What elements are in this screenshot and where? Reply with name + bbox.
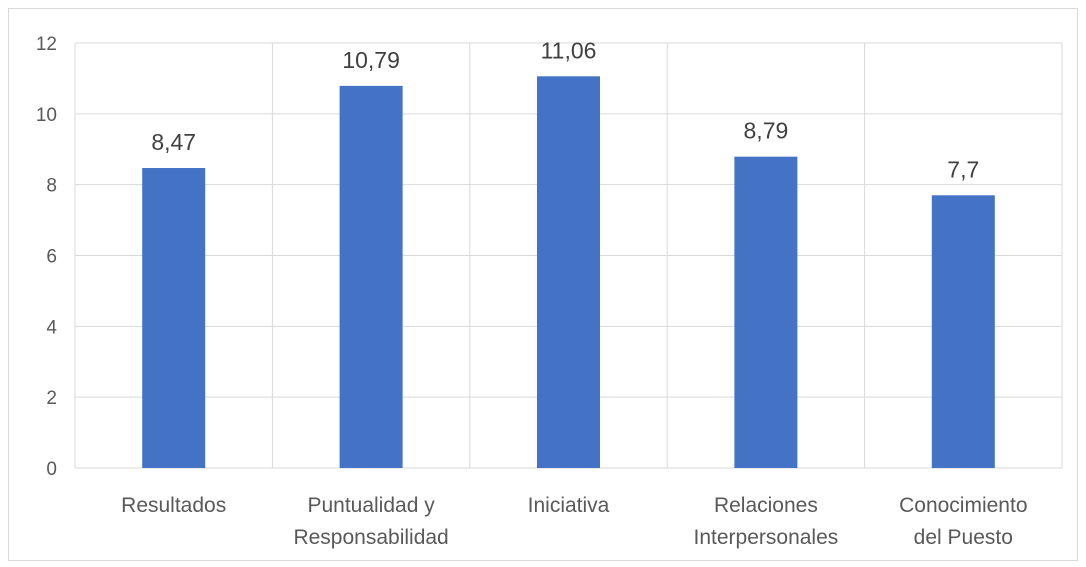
category-label: Iniciativa [528,494,610,517]
data-label: 7,7 [947,156,979,182]
data-label: 8,79 [744,118,789,144]
data-label: 11,06 [541,37,597,63]
category-label: del Puesto [914,526,1013,549]
bar [734,156,798,468]
x-axis-categories: Resultados Puntualidad y Responsabilidad In… [121,494,1027,549]
y-tick-label: 4 [46,317,57,338]
bar-chart: 0 2 4 6 8 10 12 Resultados Puntualidad y Respons… [36,34,1063,549]
bar [142,168,206,469]
y-tick-label: 6 [46,247,57,268]
data-label: 10,79 [342,47,400,73]
y-tick-label: 8 [46,176,57,197]
data-labels: 8,47 10,79 11,06 8,79 7,7 [151,37,979,182]
y-tick-label: 2 [46,388,57,409]
y-tick-label: 0 [46,459,57,480]
bar [537,76,600,469]
chart-frame: 0 2 4 6 8 10 12 Resultados Puntualidad y Respons… [8,8,1078,561]
bar [339,85,403,469]
y-axis-ticks: 0 2 4 6 8 10 12 [36,34,58,480]
category-label: Conocimiento [899,494,1027,517]
bar [931,195,995,468]
category-label: Interpersonales [694,526,839,549]
bars [142,76,995,469]
category-label: Resultados [121,494,226,517]
category-label: Relaciones [714,494,818,517]
y-tick-label: 10 [36,105,57,126]
y-tick-label: 12 [36,34,57,55]
category-label: Puntualidad y [307,494,435,517]
data-label: 8,47 [151,129,196,155]
category-label: Responsabilidad [293,526,448,549]
